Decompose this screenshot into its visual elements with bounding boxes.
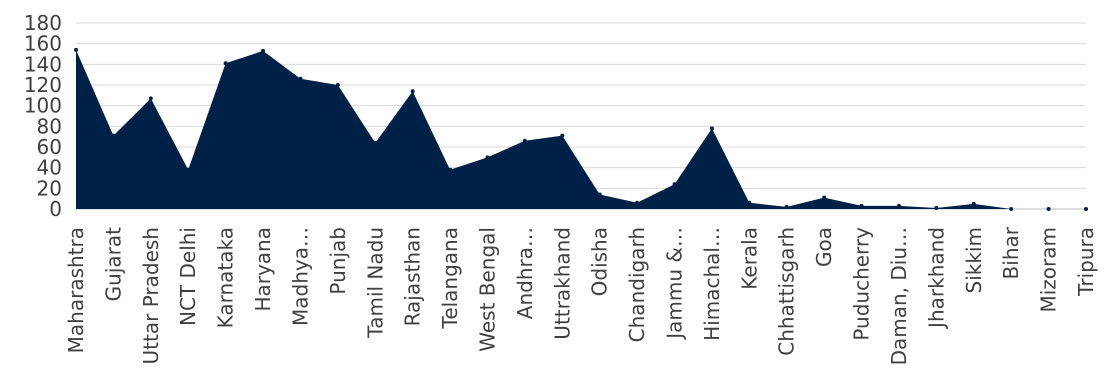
y-tick-label: 40 (37, 156, 62, 180)
data-point (896, 203, 901, 208)
x-tick-label: Chandigarh (625, 227, 649, 342)
data-point (859, 203, 864, 208)
x-tick-label: Tamil Nadu (363, 227, 387, 339)
data-point (522, 138, 527, 143)
x-tick-label: Telangana (438, 227, 462, 330)
data-point (672, 182, 677, 187)
data-point (597, 192, 602, 197)
data-point (709, 126, 714, 131)
y-tick-label: 180 (24, 11, 62, 35)
x-tick-label: Mizoram (1037, 227, 1061, 313)
x-tick-label: Maharashtra (64, 227, 88, 353)
x-tick-label: Odisha (588, 227, 612, 296)
data-point (148, 96, 153, 101)
data-point (784, 204, 789, 209)
x-tick-label: Karnataka (214, 227, 238, 328)
data-point (335, 83, 340, 87)
area-fill (76, 49, 1086, 209)
x-tick-label: Goa (812, 227, 836, 267)
x-tick-label: Uttrakhand (550, 227, 574, 340)
x-tick-label: Sikkim (962, 227, 986, 293)
data-point (635, 200, 640, 205)
data-point (747, 200, 752, 205)
x-tick-label: Himachal… (700, 227, 724, 341)
data-point (1084, 207, 1088, 211)
x-tick-label: Puducherry (850, 227, 874, 341)
y-tick-label: 120 (24, 73, 62, 97)
data-point (186, 167, 191, 172)
y-tick-label: 140 (24, 52, 62, 76)
x-tick-label: Tripura (1074, 227, 1098, 297)
y-tick-label: 20 (37, 176, 62, 200)
y-tick-label: 100 (24, 94, 62, 118)
y-tick-label: 60 (37, 135, 62, 159)
data-point (822, 195, 827, 200)
y-tick-label: 160 (24, 32, 62, 56)
data-point (261, 48, 266, 53)
data-point (1046, 207, 1051, 211)
data-point (410, 89, 415, 94)
data-point (934, 205, 939, 210)
x-tick-label: Bihar (999, 226, 1023, 279)
x-tick-label: Gujarat (101, 227, 125, 301)
data-point (298, 76, 303, 81)
x-tick-label: Kerala (737, 227, 761, 290)
x-tick-label: Andhra… (513, 227, 537, 319)
y-tick-label: 80 (37, 114, 62, 138)
x-tick-label: Haryana (251, 227, 275, 312)
x-tick-label: Chhattisgarh (775, 227, 799, 356)
data-point (1009, 207, 1014, 211)
data-point (223, 61, 228, 66)
data-point (74, 47, 78, 52)
x-tick-label: Rajasthan (401, 227, 425, 326)
data-point (111, 133, 116, 138)
x-tick-label: Madhya… (288, 227, 312, 326)
x-tick-label: Jammu &… (663, 227, 687, 341)
data-point (448, 167, 453, 172)
x-tick-label: NCT Delhi (176, 227, 200, 326)
area-series (74, 47, 1088, 211)
x-tick-label: West Bengal (475, 227, 499, 352)
data-point (485, 155, 490, 160)
x-tick-label: Daman, Diu… (887, 227, 911, 365)
y-tick-label: 0 (49, 197, 62, 221)
x-tick-label: Jharkhand (924, 227, 948, 330)
x-tick-label: Punjab (326, 227, 350, 295)
data-point (971, 201, 976, 206)
x-axis-ticks: Maharashtra Gujarat Uttar Pradesh NCT Delhi… (64, 226, 1098, 365)
x-tick-label: Uttar Pradesh (139, 227, 163, 364)
data-point (373, 140, 378, 145)
data-point (560, 133, 565, 138)
